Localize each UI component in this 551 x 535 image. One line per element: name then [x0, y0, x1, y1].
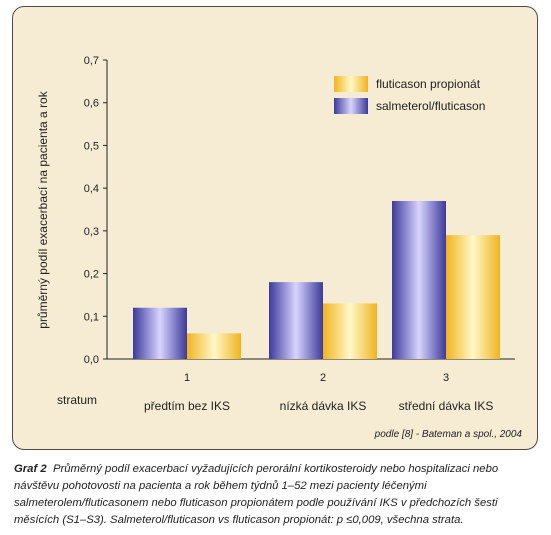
y-tick-label: 0,0 — [84, 354, 99, 366]
x-tick-label: 2 — [320, 372, 326, 384]
chart-panel — [12, 6, 538, 450]
source-note: podle [8] - Bateman a spol., 2004 — [374, 429, 523, 440]
stratum-description: nízká dávka IKS — [280, 399, 367, 413]
y-tick-label: 0,5 — [84, 140, 99, 152]
bars — [133, 200, 500, 359]
legend-label-salmeterol: salmeterol/fluticason — [376, 99, 485, 113]
bar-salmeterol-fluticason — [269, 282, 323, 359]
stratum-description: střední dávka IKS — [399, 399, 494, 413]
bar-fluticason-propionat — [187, 333, 241, 359]
bar-salmeterol-fluticason — [133, 307, 187, 359]
caption-label: Graf 2 — [14, 463, 47, 475]
figure-caption: Graf 2 Průměrný podíl exacerbací vyžaduj… — [14, 461, 538, 529]
y-tick-label: 0,2 — [84, 269, 99, 281]
y-axis-label: průměrný podíl exacerbací na pacienta a … — [36, 90, 50, 328]
x-labels: 1 předtím bez IKS 2 nízká dávka IKS 3 střední… — [144, 372, 493, 413]
stratum-label: stratum — [57, 393, 97, 407]
y-ticks: 0,0 0,1 0,2 0,3 0,4 0,5 0,6 0,7 — [84, 55, 107, 366]
y-tick-label: 0,4 — [84, 183, 99, 195]
legend-swatch-salmeterol — [334, 98, 368, 114]
y-tick-label: 0,7 — [84, 55, 99, 67]
bar-chart: 0,0 0,1 0,2 0,3 0,4 0,5 0,6 0,7 1 předtím bez IK… — [36, 55, 523, 440]
x-tick-label: 1 — [184, 372, 190, 384]
x-tick-label: 3 — [443, 372, 449, 384]
legend-label-fluticason: fluticason propionát — [376, 77, 481, 91]
legend: fluticason propionát salmeterol/fluticas… — [334, 76, 485, 114]
stratum-description: předtím bez IKS — [144, 399, 230, 413]
caption-text: Průměrný podíl exacerbací vyžadujících p… — [14, 463, 499, 526]
y-tick-label: 0,3 — [84, 226, 99, 238]
y-tick-label: 0,1 — [84, 311, 99, 323]
bar-fluticason-propionat — [323, 303, 377, 359]
bar-salmeterol-fluticason — [392, 200, 446, 359]
bar-fluticason-propionat — [446, 235, 500, 359]
y-tick-label: 0,6 — [84, 98, 99, 110]
legend-swatch-fluticason — [334, 76, 368, 92]
